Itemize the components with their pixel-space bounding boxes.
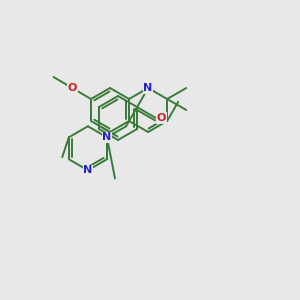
Text: N: N [83, 165, 92, 175]
Text: O: O [68, 83, 77, 93]
Text: N: N [143, 83, 153, 93]
Text: S: S [103, 132, 111, 142]
Text: O: O [157, 113, 166, 123]
Text: N: N [102, 132, 112, 142]
